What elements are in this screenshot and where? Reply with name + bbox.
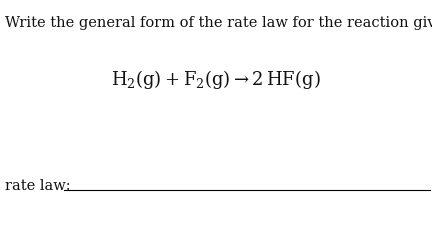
Text: Write the general form of the rate law for the reaction given below.: Write the general form of the rate law f… (5, 16, 432, 30)
Text: $\mathregular{H_2(g)  +  F_2(g)  \rightarrow  2\, HF(g)}$: $\mathregular{H_2(g) + F_2(g) \rightarro… (111, 67, 321, 90)
Text: rate law:: rate law: (5, 179, 71, 193)
